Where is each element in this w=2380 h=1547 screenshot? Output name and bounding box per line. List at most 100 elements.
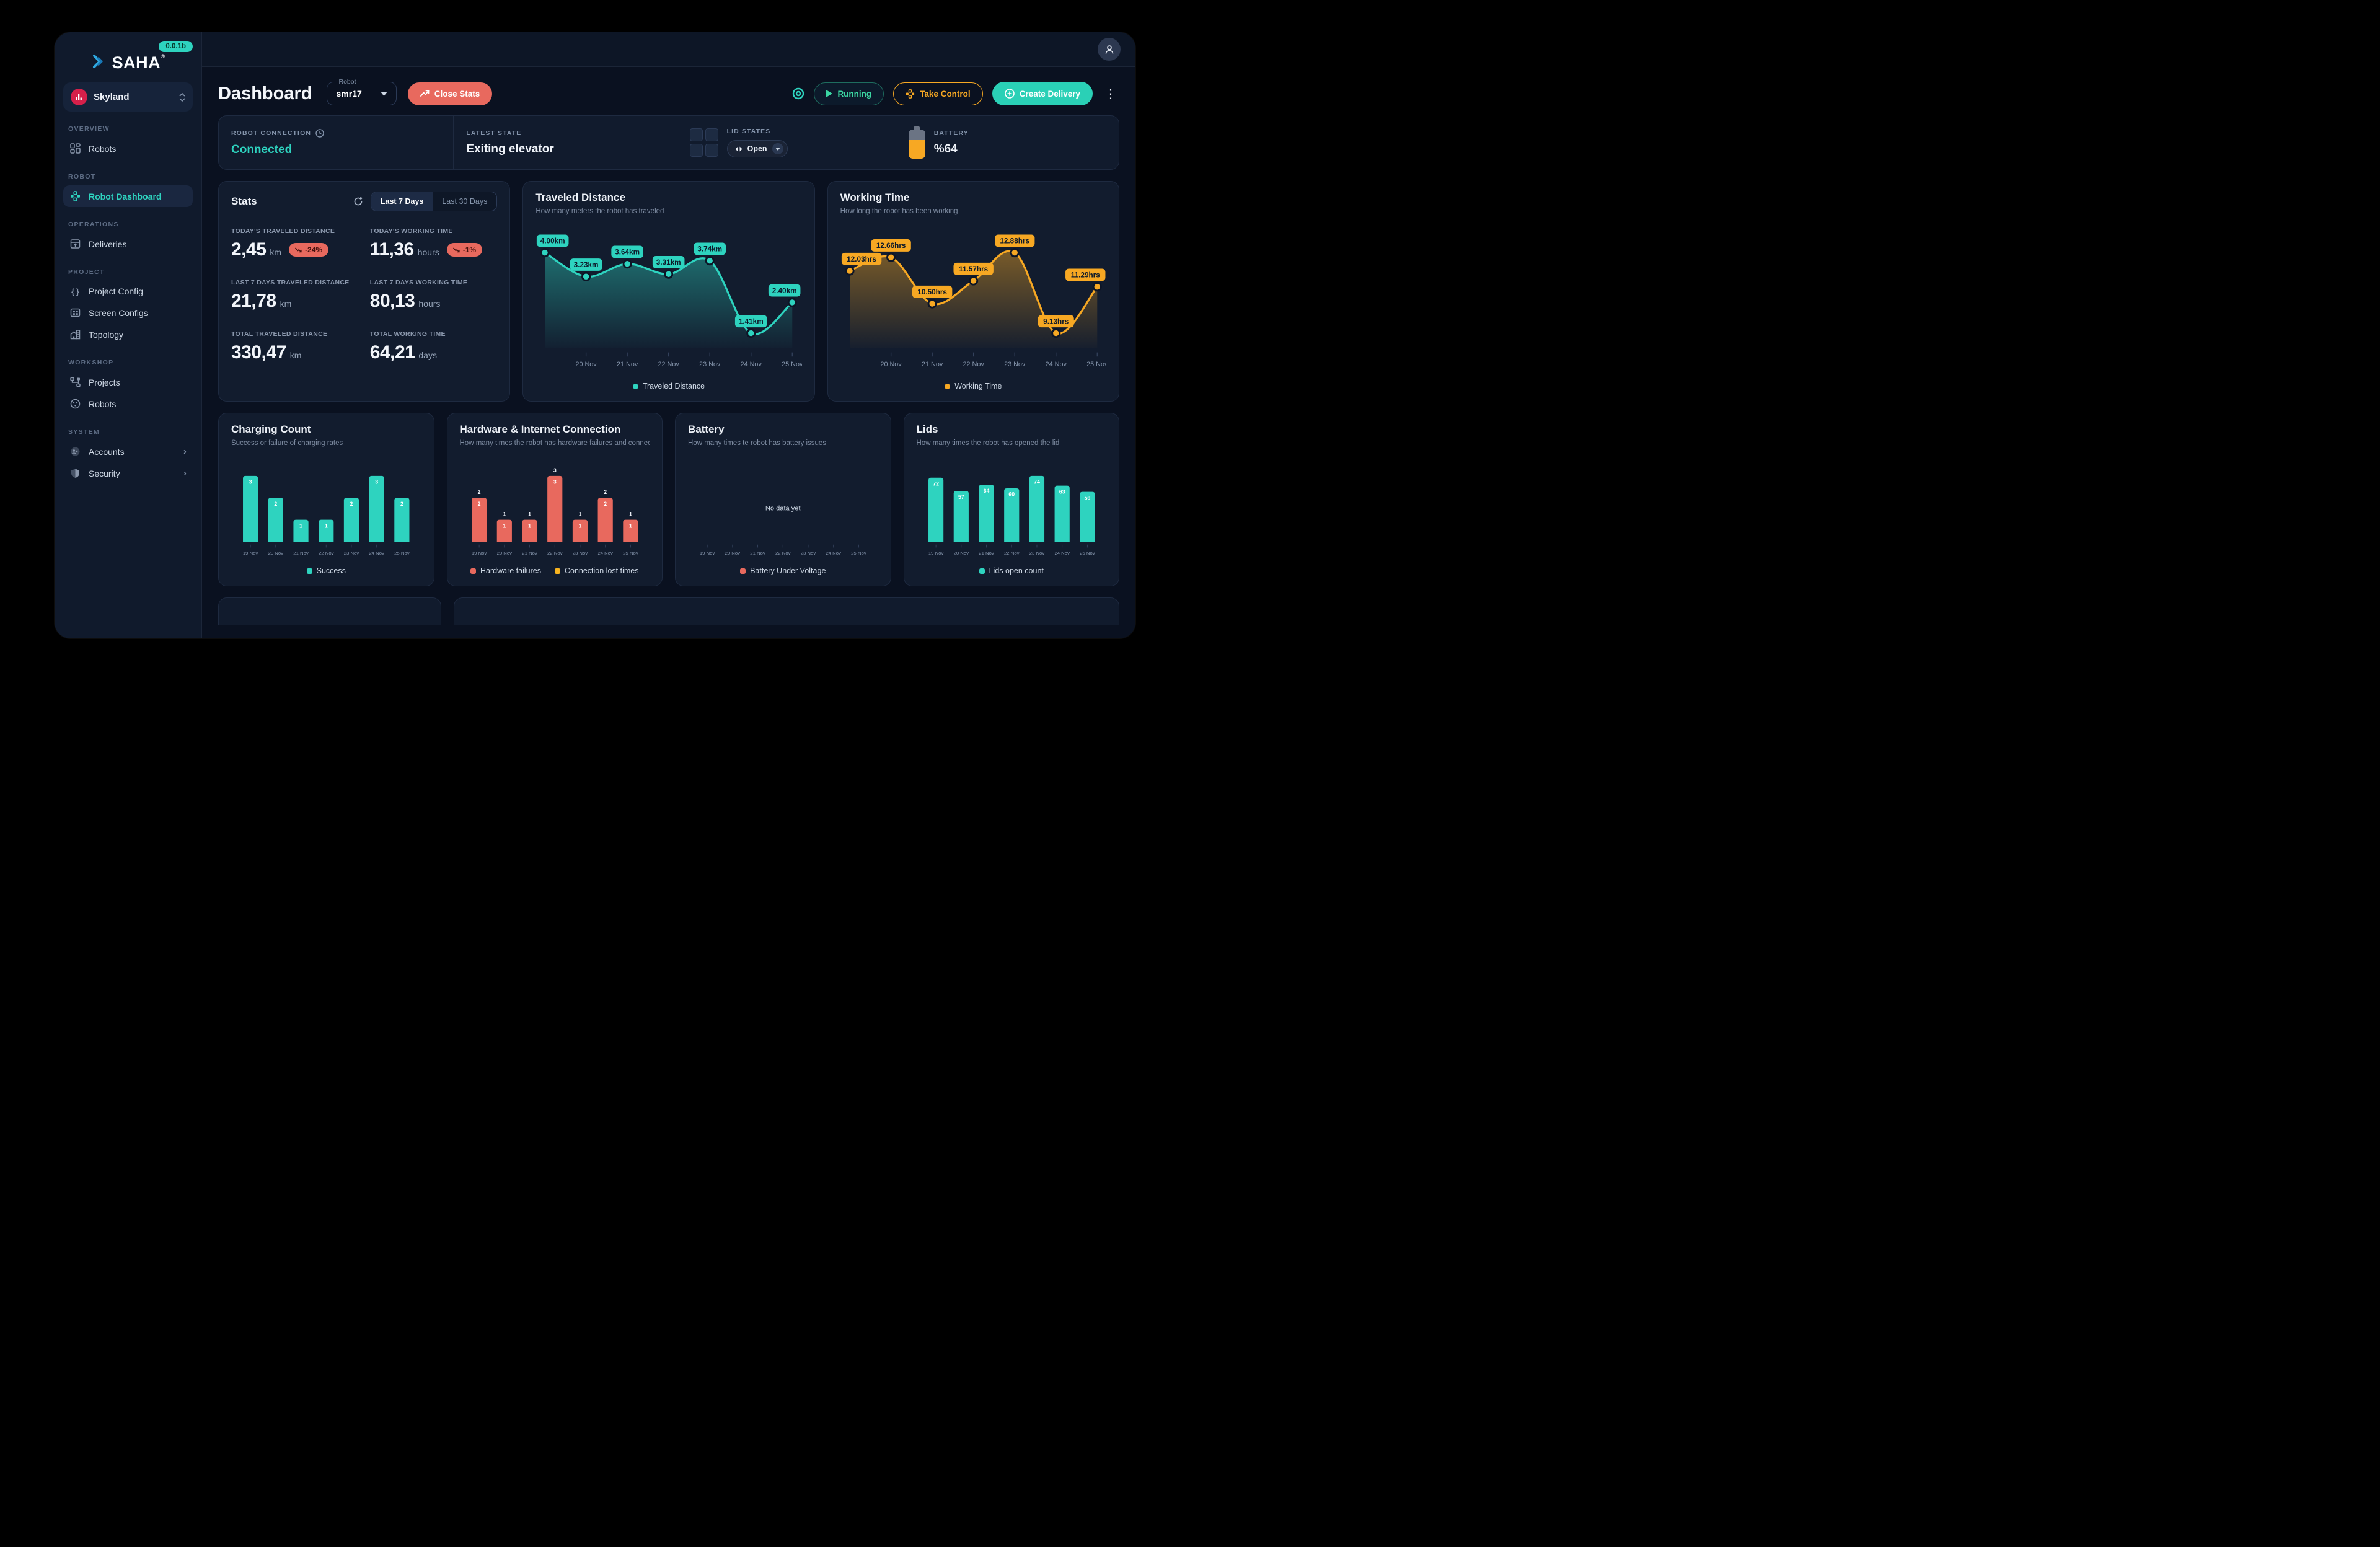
target-icon xyxy=(793,87,804,100)
sidebar-item-label: Project Config xyxy=(89,286,143,296)
svg-text:25 Nov: 25 Nov xyxy=(782,361,801,368)
svg-text:20 Nov: 20 Nov xyxy=(725,550,741,556)
chart-subtitle: How many meters the robot has traveled xyxy=(536,208,664,215)
refresh-icon[interactable] xyxy=(353,196,363,206)
window-grid-icon xyxy=(69,307,81,318)
svg-text:22 Nov: 22 Nov xyxy=(775,550,791,556)
range-last-7-days[interactable]: Last 7 Days xyxy=(371,192,433,211)
sidebar-section-operations: OPERATIONS xyxy=(68,221,119,228)
battery-value: %64 xyxy=(933,142,958,156)
svg-text:22 Nov: 22 Nov xyxy=(963,361,984,368)
svg-text:1: 1 xyxy=(578,511,581,518)
sidebar-item-projects[interactable]: Projects xyxy=(63,371,193,393)
legend-marker-icon xyxy=(979,568,985,574)
svg-text:24 Nov: 24 Nov xyxy=(1054,550,1070,556)
sidebar-item-label: Robots xyxy=(89,143,117,154)
svg-text:1: 1 xyxy=(578,522,581,529)
sidebar-item-topology[interactable]: Topology xyxy=(63,324,193,345)
shield-icon xyxy=(69,468,81,478)
chart-title: Traveled Distance xyxy=(536,192,625,203)
svg-text:12.03hrs: 12.03hrs xyxy=(847,255,876,263)
sidebar-section-system: SYSTEM xyxy=(68,428,100,436)
more-menu-button[interactable]: ⋮ xyxy=(1104,87,1117,101)
robot-select[interactable]: Robot smr17 xyxy=(327,78,397,105)
legend-marker-icon xyxy=(470,568,476,574)
main-area: Dashboard Robot smr17 Close Stats Runnin… xyxy=(202,32,1135,638)
svg-text:2: 2 xyxy=(350,501,353,507)
take-control-button[interactable]: Take Control xyxy=(893,82,983,105)
chevron-right-icon: › xyxy=(183,446,187,457)
create-delivery-button[interactable]: Create Delivery xyxy=(992,82,1093,105)
sidebar-item-deliveries[interactable]: Deliveries xyxy=(63,233,193,255)
svg-text:60: 60 xyxy=(1008,491,1015,498)
svg-text:2: 2 xyxy=(604,501,607,507)
sidebar-item-accounts[interactable]: Accounts › xyxy=(63,441,193,462)
stat-tile: TOTAL WORKING TIME 64,21 days xyxy=(369,330,446,363)
legend-item: Battery Under Voltage xyxy=(740,566,826,575)
robot-select-value: smr17 xyxy=(336,89,362,99)
bottom-row: Charging Count Success or failure of cha… xyxy=(218,413,1119,586)
svg-text:22 Nov: 22 Nov xyxy=(319,550,334,556)
svg-text:11.57hrs: 11.57hrs xyxy=(959,265,989,273)
sidebar-item-security[interactable]: Security › xyxy=(63,462,193,484)
range-last-30-days[interactable]: Last 30 Days xyxy=(442,197,488,206)
open-close-icon xyxy=(735,146,743,151)
chart-legend: Working Time xyxy=(840,379,1106,391)
brand-chevron-icon xyxy=(91,53,107,73)
svg-text:19 Nov: 19 Nov xyxy=(700,550,715,556)
sidebar-item-robots[interactable]: Robots xyxy=(63,138,193,159)
plus-circle-icon xyxy=(1004,89,1015,99)
sidebar-section-project: PROJECT xyxy=(68,268,105,276)
sidebar-item-label: Screen Configs xyxy=(89,307,148,318)
stat-tile: LAST 7 DAYS WORKING TIME 80,13 hours xyxy=(369,279,468,311)
svg-text:24 Nov: 24 Nov xyxy=(597,550,613,556)
sidebar-item-label: Robot Dashboard xyxy=(89,191,162,201)
chart-subtitle: How long the robot has been working xyxy=(840,208,958,215)
person-icon xyxy=(1105,45,1113,54)
org-name: Skyland xyxy=(94,92,130,102)
running-button[interactable]: Running xyxy=(814,82,884,105)
svg-text:2: 2 xyxy=(477,489,480,495)
stat-tile: TOTAL TRAVELED DISTANCE 330,47 km xyxy=(231,330,328,363)
svg-text:21 Nov: 21 Nov xyxy=(922,361,943,368)
trend-badge: -24% xyxy=(289,243,329,257)
sidebar-item-screen-configs[interactable]: Screen Configs xyxy=(63,302,193,324)
chart-subtitle: How many times the robot has opened the … xyxy=(916,439,1060,447)
legend-item: Connection lost times xyxy=(554,566,638,575)
stat-tile: LAST 7 DAYS TRAVELED DISTANCE 21,78 km xyxy=(231,279,350,311)
sidebar-item-robot-dashboard[interactable]: Robot Dashboard xyxy=(63,185,193,207)
svg-text:72: 72 xyxy=(933,480,939,487)
svg-text:21 Nov: 21 Nov xyxy=(293,550,309,556)
user-avatar-button[interactable] xyxy=(1098,38,1121,61)
svg-text:2: 2 xyxy=(604,489,607,495)
svg-text:3.64km: 3.64km xyxy=(615,249,640,257)
chart-legend: Success xyxy=(231,563,421,576)
close-stats-button[interactable]: Close Stats xyxy=(407,82,493,105)
svg-text:1: 1 xyxy=(528,511,531,518)
svg-text:23 Nov: 23 Nov xyxy=(801,550,816,556)
trend-badge: -1% xyxy=(446,243,483,257)
chevron-up-down-icon xyxy=(179,92,185,102)
legend-item: Traveled Distance xyxy=(632,382,705,390)
app-window: 0.0.1b SAHA® Skyland OVERVIEW Robots ROB… xyxy=(55,32,1135,638)
caret-down-icon xyxy=(772,143,783,154)
svg-text:11.29hrs: 11.29hrs xyxy=(1070,271,1100,280)
sidebar-item-project-config[interactable]: { } Project Config xyxy=(63,281,193,302)
svg-text:23 Nov: 23 Nov xyxy=(572,550,588,556)
svg-text:12.88hrs: 12.88hrs xyxy=(1000,237,1029,245)
org-selector[interactable]: Skyland xyxy=(63,82,193,112)
clock-icon xyxy=(315,128,324,138)
lid-grid-icon xyxy=(689,128,718,157)
svg-text:10.50hrs: 10.50hrs xyxy=(917,288,947,296)
svg-text:3: 3 xyxy=(375,479,378,485)
chart-title: Working Time xyxy=(840,192,910,203)
lids-chart: 72 57 64 60 74 63 56 19 Nov 20 Nov 21 Nov 22 Nov 23… xyxy=(917,448,1107,563)
status-row: ROBOT CONNECTION Connected LATEST STATE … xyxy=(218,115,1119,170)
working-time-chart: 20 Nov 21 Nov 22 Nov 23 Nov 24 Nov 25 Nov 12.0… xyxy=(840,216,1106,379)
lid-states-dropdown[interactable]: Open xyxy=(726,140,788,157)
battery-issues-card: Battery How many times te robot has batt… xyxy=(675,413,891,586)
sidebar-item-workshop-robots[interactable]: Robots xyxy=(63,393,193,415)
chevron-right-icon: › xyxy=(183,468,187,478)
svg-text:2: 2 xyxy=(274,501,277,507)
svg-text:1: 1 xyxy=(503,522,506,529)
